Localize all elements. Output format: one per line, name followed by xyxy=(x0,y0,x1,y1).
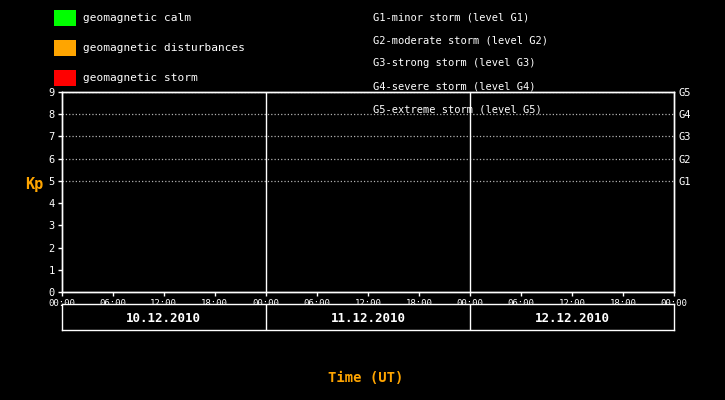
Y-axis label: Kp: Kp xyxy=(25,177,44,192)
Text: 11.12.2010: 11.12.2010 xyxy=(331,312,405,325)
Text: G5-extreme storm (level G5): G5-extreme storm (level G5) xyxy=(373,105,542,115)
Text: G4-severe storm (level G4): G4-severe storm (level G4) xyxy=(373,82,536,92)
Text: G1-minor storm (level G1): G1-minor storm (level G1) xyxy=(373,12,530,22)
Text: geomagnetic storm: geomagnetic storm xyxy=(83,73,198,83)
Text: Time (UT): Time (UT) xyxy=(328,371,404,385)
Text: geomagnetic calm: geomagnetic calm xyxy=(83,13,191,23)
Text: 12.12.2010: 12.12.2010 xyxy=(534,312,610,325)
Text: geomagnetic disturbances: geomagnetic disturbances xyxy=(83,43,245,53)
Text: G2-moderate storm (level G2): G2-moderate storm (level G2) xyxy=(373,35,548,45)
Text: 10.12.2010: 10.12.2010 xyxy=(126,312,202,325)
Text: G3-strong storm (level G3): G3-strong storm (level G3) xyxy=(373,58,536,68)
